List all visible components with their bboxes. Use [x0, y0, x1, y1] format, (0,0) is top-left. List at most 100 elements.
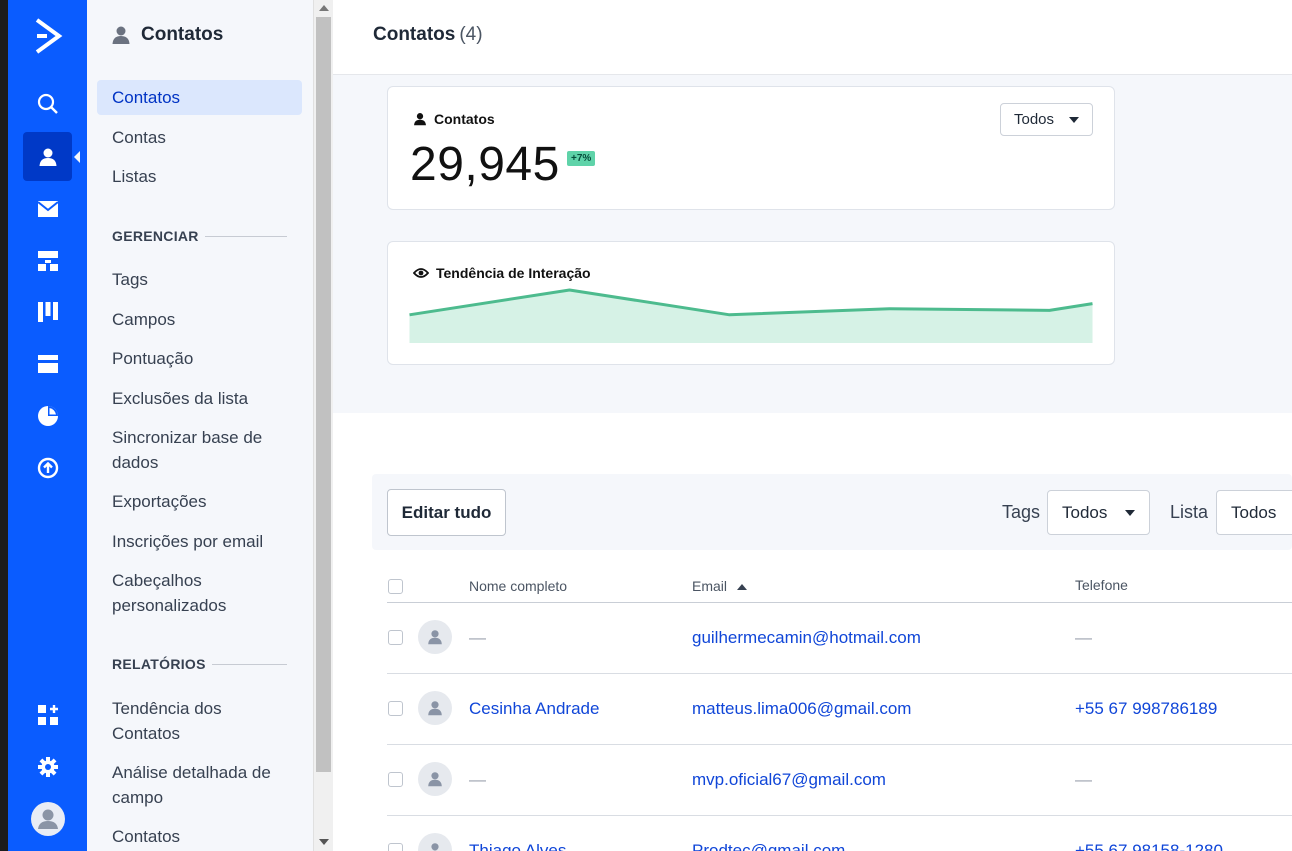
sidebar-item-contatos[interactable]: Contatos: [97, 80, 302, 115]
sidebar-item-tags[interactable]: Tags: [112, 270, 148, 289]
table-header: Nome completo Email Telefone: [387, 566, 1292, 603]
icon-rail: [8, 0, 87, 851]
column-name[interactable]: Nome completo: [469, 578, 568, 594]
person-icon: [414, 113, 426, 126]
upgrade-icon[interactable]: [23, 443, 72, 492]
avatar: [418, 833, 452, 851]
sidebar-item-tendencia[interactable]: Tendência dos Contatos: [112, 699, 222, 743]
contact-phone: —: [1075, 628, 1092, 647]
page-title-text: Contatos: [373, 24, 456, 45]
scroll-thumb[interactable]: [316, 17, 331, 772]
contact-phone[interactable]: +55 67 998786189: [1075, 699, 1218, 718]
card-header: Contatos: [413, 111, 495, 127]
sidebar-item-listas[interactable]: Listas: [112, 167, 157, 186]
page-title-count: (4): [459, 24, 483, 45]
trend-sparkline: [409, 288, 1093, 343]
chevron-down-icon: [1069, 116, 1079, 123]
search-icon[interactable]: [23, 79, 72, 128]
period-select[interactable]: Todos: [1000, 103, 1093, 136]
row-checkbox[interactable]: [388, 701, 403, 716]
main-content: Contatos (4) Contatos 29,945 +7% Todos Te…: [333, 0, 1292, 851]
section-label: RELATÓRIOS: [112, 656, 206, 672]
contact-email[interactable]: mvp.oficial67@gmail.com: [692, 770, 886, 789]
page-header: Contatos (4): [333, 0, 1292, 75]
list-filter-value: Todos: [1231, 502, 1277, 522]
contacts-stat-card: Contatos 29,945 +7% Todos: [387, 86, 1115, 210]
column-phone[interactable]: Telefone: [1075, 577, 1128, 593]
tags-filter-select[interactable]: Todos: [1047, 490, 1150, 535]
site-icon[interactable]: [23, 339, 72, 388]
table-row[interactable]: — mvp.oficial67@gmail.com —: [387, 745, 1292, 816]
contact-name[interactable]: Thiago Alves: [469, 841, 567, 851]
edit-all-button[interactable]: Editar tudo: [387, 489, 506, 536]
stats-panel: Contatos 29,945 +7% Todos Tendência de I…: [333, 75, 1292, 413]
card-label: Contatos: [434, 111, 495, 127]
sidebar-item-sincronizar[interactable]: Sincronizar base de dados: [112, 428, 263, 472]
section-label: GERENCIAR: [112, 228, 199, 244]
sidebar-item-contas[interactable]: Contas: [112, 128, 166, 147]
window-edge: [0, 0, 8, 851]
sidebar-item-analise[interactable]: Análise detalhada de campo: [112, 763, 271, 807]
scroll-down-arrow[interactable]: [319, 839, 329, 845]
settings-icon[interactable]: [23, 742, 72, 791]
section-relatorios: RELATÓRIOS: [112, 656, 287, 672]
avatar: [418, 620, 452, 654]
scroll-up-arrow[interactable]: [319, 5, 329, 11]
card-header: Tendência de Interação: [413, 265, 591, 281]
sidebar-scrollbar[interactable]: [313, 0, 333, 851]
select-all-checkbox[interactable]: [388, 579, 403, 594]
logo-icon[interactable]: [23, 11, 72, 60]
active-indicator: [74, 151, 80, 163]
section-gerenciar: GERENCIAR: [112, 228, 287, 244]
deals-icon[interactable]: [23, 287, 72, 336]
list-filter-label: Lista: [1170, 502, 1209, 522]
sidebar-item-campos[interactable]: Campos: [112, 310, 176, 329]
table-toolbar: Editar tudo Tags Todos Lista Todos: [372, 474, 1292, 550]
person-icon: [112, 26, 130, 44]
apps-icon[interactable]: [23, 690, 72, 739]
reports-icon[interactable]: [23, 391, 72, 440]
contact-email[interactable]: matteus.lima006@gmail.com: [692, 699, 912, 718]
avatar: [418, 691, 452, 725]
sort-ascending-icon: [737, 584, 748, 591]
sidebar-title: Contatos: [141, 24, 224, 45]
tags-filter-value: Todos: [1062, 502, 1108, 522]
sidebar-item-contatos-report[interactable]: Contatos: [112, 827, 181, 846]
period-select-value: Todos: [1014, 111, 1055, 128]
contact-name[interactable]: Cesinha Andrade: [469, 699, 600, 718]
chevron-down-icon: [1125, 509, 1135, 516]
automations-icon[interactable]: [23, 236, 72, 285]
secondary-sidebar: Contatos Contatos Contas Listas GERENCIA…: [87, 0, 313, 851]
row-checkbox[interactable]: [388, 630, 403, 645]
sidebar-item-pontuacao[interactable]: Pontuação: [112, 349, 194, 368]
table-row[interactable]: Thiago Alves Prodtec@gmail.com +55 67 98…: [387, 816, 1292, 851]
row-checkbox[interactable]: [388, 843, 403, 851]
sidebar-header: Contatos: [111, 24, 223, 46]
row-checkbox[interactable]: [388, 772, 403, 787]
list-filter-select[interactable]: Todos: [1216, 490, 1292, 535]
mail-icon[interactable]: [23, 184, 72, 233]
profile-icon[interactable]: [23, 794, 72, 843]
contact-phone: —: [1075, 770, 1092, 789]
contact-phone[interactable]: +55 67 98158-1280: [1075, 841, 1223, 851]
contact-email[interactable]: guilhermecamin@hotmail.com: [692, 628, 921, 647]
table-row[interactable]: Cesinha Andrade matteus.lima006@gmail.co…: [387, 674, 1292, 745]
engagement-trend-card: Tendência de Interação: [387, 241, 1115, 365]
contact-name: —: [469, 628, 486, 647]
sidebar-item-exclusoes[interactable]: Exclusões da lista: [112, 389, 249, 408]
contact-email[interactable]: Prodtec@gmail.com: [692, 841, 846, 851]
card-label: Tendência de Interação: [436, 265, 591, 281]
contacts-icon[interactable]: [23, 132, 72, 181]
column-email-label: Email: [692, 578, 728, 594]
sidebar-item-exportacoes[interactable]: Exportações: [112, 492, 207, 511]
sidebar-item-cabecalhos[interactable]: Cabeçalhos personalizados: [112, 571, 227, 615]
trend-area: [409, 290, 1093, 343]
sidebar-item-inscricoes[interactable]: Inscrições por email: [112, 532, 264, 551]
column-email[interactable]: Email: [692, 578, 748, 594]
table-row[interactable]: — guilhermecamin@hotmail.com —: [387, 603, 1292, 674]
eye-icon: [413, 268, 429, 278]
avatar: [418, 762, 452, 796]
contacts-total: 29,945: [410, 138, 560, 191]
trend-line: [409, 288, 1093, 317]
tags-filter-label: Tags: [1002, 502, 1041, 522]
